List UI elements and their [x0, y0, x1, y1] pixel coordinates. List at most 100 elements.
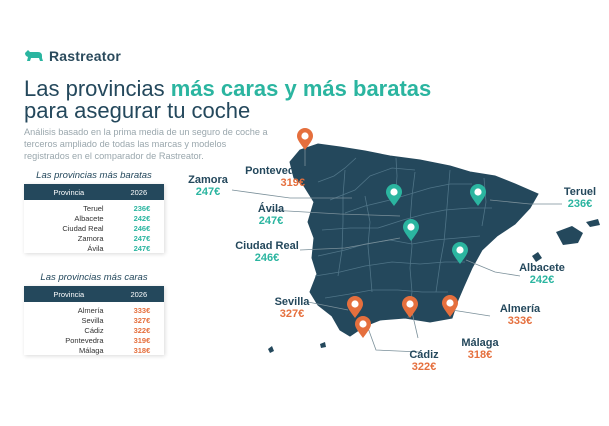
province-cell: Almería [77, 305, 104, 315]
column-header: Provincia [24, 184, 114, 200]
table-row: Albacete 242€ [24, 213, 164, 223]
price-cell: 318€ [133, 345, 151, 355]
map-pins [297, 128, 486, 338]
pin-albacete [452, 242, 468, 264]
brand-name: Rastreator [49, 48, 122, 64]
province-name: Ávila [257, 203, 285, 215]
province-price: 318€ [467, 349, 493, 361]
pin-malaga [402, 296, 418, 318]
title-part1: Las provincias [24, 76, 171, 101]
province-cell: Sevilla [81, 315, 104, 325]
column-header: Provincia [24, 286, 114, 302]
label-zamora: Zamora 247€ [184, 174, 232, 198]
intro-text: Análisis basado en la prima media de un … [24, 127, 268, 161]
table-row: Cádiz 322€ [24, 325, 164, 335]
province-cell: Pontevedra [65, 335, 104, 345]
province-price: 319€ [280, 177, 305, 189]
leader-lines [231, 149, 562, 353]
expensive-table-title: Las provincias más caras [40, 272, 148, 283]
label-almeria: Almería 333€ [495, 303, 545, 327]
page-title: Las provincias más caras y más baratas [24, 76, 431, 102]
label-cadiz: Cádiz 322€ [404, 349, 444, 373]
province-price: 246€ [254, 252, 280, 264]
leader-line-albacete [465, 259, 521, 277]
province-price: 236€ [567, 198, 593, 210]
province-cell: Málaga [78, 345, 104, 355]
price-cell: 322€ [133, 325, 151, 335]
price-cell: 242€ [133, 213, 151, 223]
price-cell: 247€ [133, 233, 151, 243]
province-cell: Cádiz [84, 325, 104, 335]
pin-avila [403, 219, 419, 241]
leader-line-zamora [231, 189, 352, 199]
balearic-ibiza [532, 252, 542, 262]
cheap-table-section: Las provincias más baratas Provincia 202… [24, 170, 164, 253]
ceuta [320, 342, 326, 348]
province-price: 247€ [195, 186, 221, 198]
province-name: Teruel [563, 186, 597, 198]
pin-almeria [442, 295, 458, 317]
price-cell: 319€ [133, 335, 151, 345]
title-highlight: más caras y más baratas [170, 76, 432, 101]
province-name: Cádiz [409, 349, 439, 361]
province-name: Ciudad Real [235, 240, 299, 252]
label-avila: Ávila 247€ [254, 203, 288, 227]
price-cell: 247€ [133, 243, 151, 253]
cheap-table-title: Las provincias más baratas [36, 170, 152, 181]
label-ciudad-real: Ciudad Real 246€ [233, 240, 301, 264]
table-row: Sevilla 327€ [24, 315, 164, 325]
expensive-table-section: Las provincias más caras Provincia 2026 … [24, 272, 164, 355]
province-cell: Ciudad Real [62, 223, 104, 233]
table-row: Málaga 318€ [24, 345, 164, 355]
table-row: Pontevedra 319€ [24, 335, 164, 345]
label-sevilla: Sevilla 327€ [270, 296, 314, 320]
balearic-menorca [586, 219, 600, 227]
province-cell: Zamora [77, 233, 104, 243]
label-malaga: Málaga 318€ [455, 337, 505, 361]
expensive-table: Provincia 2026 Almería 333€ Sevilla 327€ C… [24, 286, 164, 355]
leader-line-avila [269, 209, 401, 217]
leader-line-ciudad-real [299, 237, 401, 251]
table-row: Almería 333€ [24, 302, 164, 315]
province-borders [314, 157, 492, 319]
price-cell: 236€ [133, 203, 151, 213]
label-teruel: Teruel 236€ [558, 186, 602, 210]
leader-line-malaga [411, 311, 419, 339]
column-header: 2026 [113, 184, 164, 200]
leader-line-sevilla [307, 301, 349, 311]
balearic-mallorca [556, 226, 583, 245]
province-name: Sevilla [274, 296, 310, 308]
table-row: Ciudad Real 246€ [24, 223, 164, 233]
leader-line-teruel [489, 199, 562, 205]
table-row: Ávila 247€ [24, 243, 164, 253]
table-row: Teruel 236€ [24, 200, 164, 213]
dog-icon [25, 50, 43, 61]
brand-logo: Rastreator [24, 48, 121, 64]
province-price: 247€ [258, 215, 284, 227]
pin-pontevedra [297, 128, 313, 150]
column-header: 2026 [113, 286, 164, 302]
province-name: Pontevedra [245, 165, 305, 177]
province-price: 242€ [529, 274, 555, 286]
melilla [268, 346, 274, 353]
province-price: 327€ [279, 308, 305, 320]
pin-sevilla [347, 296, 363, 318]
province-price: 333€ [507, 315, 533, 327]
table-row: Zamora 247€ [24, 233, 164, 243]
price-cell: 333€ [133, 305, 151, 315]
pin-zamora [386, 184, 402, 206]
province-price: 322€ [411, 361, 437, 373]
page-title-line2: para asegurar tu coche [24, 98, 251, 123]
province-cell: Albacete [74, 213, 104, 223]
province-name: Zamora [188, 174, 228, 186]
province-name: Albacete [519, 262, 565, 274]
province-cell: Teruel [83, 203, 104, 213]
label-albacete: Albacete 242€ [514, 262, 570, 286]
cheap-table: Provincia 2026 Teruel 236€ Albacete 242€ C… [24, 184, 164, 253]
leader-line-almeria [451, 309, 491, 317]
leader-line-cadiz [367, 327, 421, 353]
province-cell: Ávila [87, 243, 104, 253]
price-cell: 327€ [133, 315, 151, 325]
province-name: Almería [499, 303, 541, 315]
